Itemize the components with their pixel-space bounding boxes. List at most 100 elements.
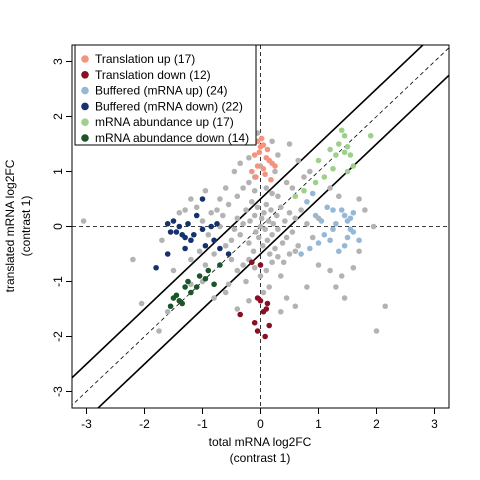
background-point <box>338 273 345 279</box>
series-point-2 <box>321 231 328 238</box>
series-point-2 <box>315 240 322 246</box>
legend-label-4: mRNA abundance up (17) <box>95 115 234 129</box>
background-point <box>309 234 316 241</box>
y-axis: -3 -2 -1 0 1 2 3 <box>51 58 73 397</box>
background-point <box>234 306 241 312</box>
background-point <box>202 187 209 194</box>
background-point <box>266 284 273 290</box>
series-point-2 <box>330 207 336 213</box>
background-point <box>275 226 281 233</box>
series-point-0 <box>253 174 259 180</box>
x-axis-label-sub: (contrast 1) <box>230 451 291 465</box>
background-point <box>269 138 275 145</box>
background-point <box>231 226 238 233</box>
series-point-5 <box>196 273 203 279</box>
series-point-4 <box>367 132 374 139</box>
background-point <box>341 295 348 301</box>
background-point <box>278 308 284 315</box>
series-point-4 <box>315 157 322 164</box>
series-point-5 <box>188 289 194 296</box>
series-point-4 <box>321 174 328 180</box>
series-point-0 <box>258 135 265 142</box>
background-point <box>292 303 299 310</box>
background-point <box>333 284 339 290</box>
series-point-3 <box>199 226 206 233</box>
background-point <box>304 284 310 290</box>
series-point-1 <box>249 259 255 266</box>
background-point <box>255 234 262 241</box>
series-point-3 <box>182 245 188 252</box>
series-point-2 <box>307 245 313 252</box>
series-point-3 <box>173 229 180 235</box>
legend: Translation up (17) Translation down (12)… <box>74 44 257 146</box>
series-point-5 <box>202 275 209 282</box>
background-point <box>188 196 194 202</box>
series-point-3 <box>167 229 174 235</box>
background-point <box>196 248 203 255</box>
background-point <box>286 209 293 216</box>
series-point-0 <box>264 146 271 153</box>
background-point <box>327 267 333 274</box>
series-point-1 <box>257 262 264 268</box>
background-point <box>260 289 267 296</box>
legend-label-3: Buffered (mRNA down) (22) <box>95 99 243 113</box>
background-point <box>246 240 252 246</box>
background-point <box>264 237 271 244</box>
series-point-5 <box>205 267 212 274</box>
background-point <box>138 300 145 307</box>
series-point-0 <box>272 163 278 169</box>
background-point <box>292 215 299 222</box>
series-point-5 <box>185 278 191 285</box>
background-point <box>234 267 241 274</box>
series-point-2 <box>338 207 345 213</box>
background-point <box>211 295 217 301</box>
series-point-3 <box>164 220 171 227</box>
x-tick-label: -3 <box>81 417 92 431</box>
background-point <box>225 281 232 288</box>
background-point <box>251 264 258 271</box>
background-point <box>188 256 194 263</box>
legend-marker-3 <box>81 102 89 111</box>
series-point-3 <box>208 223 214 230</box>
background-point <box>273 212 280 219</box>
legend-marker-2 <box>81 86 89 95</box>
series-point-5 <box>170 295 177 301</box>
legend-label-1: Translation down (12) <box>95 68 211 82</box>
series-point-1 <box>251 319 258 326</box>
series-point-3 <box>217 245 223 252</box>
series-point-1 <box>266 322 273 329</box>
background-point <box>243 207 249 213</box>
background-point <box>269 190 275 197</box>
background-point <box>228 237 235 244</box>
background-point <box>356 248 362 255</box>
background-point <box>263 201 270 208</box>
background-point <box>220 212 226 219</box>
legend-marker-1 <box>81 71 89 79</box>
background-point <box>280 259 287 266</box>
y-tick-label: 0 <box>51 223 65 230</box>
series-point-3 <box>170 218 177 224</box>
background-point <box>266 251 273 257</box>
series-point-2 <box>333 220 339 227</box>
background-point <box>214 207 220 213</box>
series-point-0 <box>256 149 263 156</box>
series-point-0 <box>249 168 255 175</box>
background-point <box>246 297 252 304</box>
series-point-1 <box>257 297 264 304</box>
background-point <box>257 223 264 230</box>
background-point <box>278 204 284 211</box>
legend-label-2: Buffered (mRNA up) (24) <box>95 84 228 98</box>
background-point <box>250 248 257 255</box>
series-point-2 <box>350 209 357 216</box>
series-point-5 <box>211 281 217 288</box>
series-point-4 <box>292 193 299 200</box>
background-point <box>237 160 243 167</box>
series-point-1 <box>264 300 271 307</box>
background-point <box>228 256 235 263</box>
series-point-3 <box>225 251 232 257</box>
y-axis-label: translated mRNA log2FC <box>3 159 17 292</box>
series-point-2 <box>341 212 348 219</box>
background-point <box>283 179 290 186</box>
x-tick-label: 2 <box>373 417 380 431</box>
background-point <box>275 152 281 158</box>
